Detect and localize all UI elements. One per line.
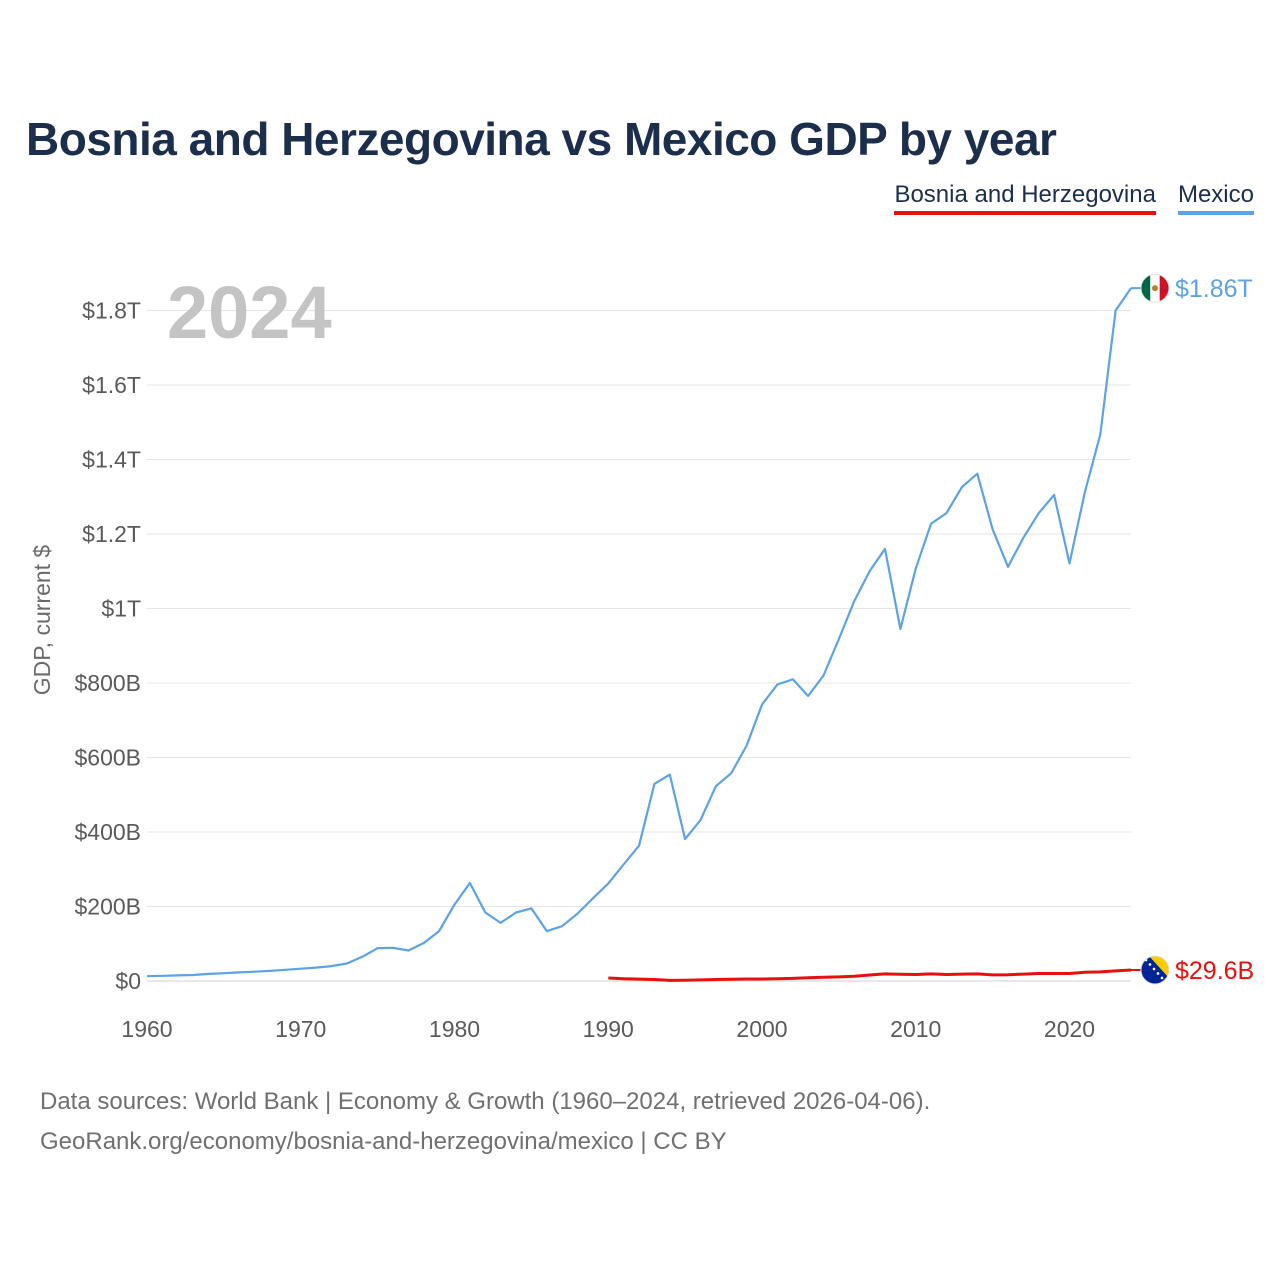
x-tick-label: 1970 (275, 1016, 326, 1042)
series-lines (146, 287, 1132, 982)
gridlines (147, 310, 1131, 982)
x-tick-label: 2000 (736, 1016, 787, 1042)
end-label-bosnia: $29.6B (1175, 957, 1254, 985)
y-tick-label: $1.6T (82, 372, 141, 398)
series-line-mexico (146, 287, 1132, 978)
end-label-mexico: $1.86T (1175, 275, 1253, 303)
footer-sources: Data sources: World Bank | Economy & Gro… (40, 1088, 931, 1115)
y-tick-label: $600B (74, 745, 141, 771)
footer-attribution[interactable]: GeoRank.org/economy/bosnia-and-herzegovi… (40, 1128, 727, 1155)
y-tick-label: $1T (101, 596, 141, 622)
x-tick-label: 2010 (890, 1016, 941, 1042)
y-tick-label: $400B (74, 819, 141, 845)
legend-item-mexico[interactable]: Mexico (1177, 181, 1254, 215)
x-tick-label: 1980 (429, 1016, 480, 1042)
y-tick-label: $800B (74, 670, 141, 696)
series-end-labels: $1.86T $29.6B (1131, 273, 1254, 985)
y-tick-label: $1.8T (82, 298, 141, 324)
x-axis-ticks: 1960 1970 1980 1990 2000 2010 2020 (121, 1016, 1095, 1042)
mexico-flag-icon (1140, 273, 1170, 303)
x-tick-label: 2020 (1044, 1016, 1095, 1042)
bosnia-flag-icon (1140, 955, 1170, 985)
x-tick-label: 1960 (121, 1016, 172, 1042)
footer: Data sources: World Bank | Economy & Gro… (40, 1082, 930, 1162)
y-tick-label: $1.4T (82, 447, 141, 473)
x-tick-label: 1990 (583, 1016, 634, 1042)
y-tick-label: $200B (74, 894, 141, 920)
series-line-bosnia (608, 968, 1132, 982)
year-overlay: 2024 (167, 271, 332, 354)
y-axis-ticks: $0 $200B $400B $600B $800B $1T $1.2T $1.4T $1.6T… (74, 298, 141, 995)
legend: Bosnia and Herzegovina Mexico (894, 181, 1254, 215)
y-axis-label: GDP, current $ (29, 545, 55, 696)
y-tick-label: $1.2T (82, 521, 141, 547)
y-tick-label: $0 (115, 968, 141, 994)
chart-title: Bosnia and Herzegovina vs Mexico GDP by … (26, 113, 1057, 165)
legend-item-bosnia[interactable]: Bosnia and Herzegovina (894, 181, 1156, 215)
